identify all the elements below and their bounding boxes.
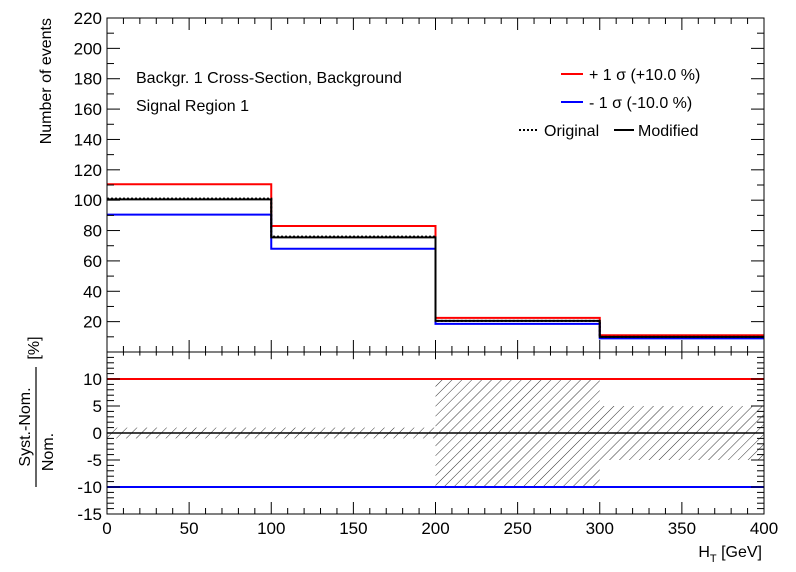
y-tick-label: 220: [74, 9, 102, 28]
y-tick-label: 160: [74, 100, 102, 119]
y-tick-label: 180: [74, 70, 102, 89]
x-tick-label: 400: [750, 519, 778, 538]
legend-down-label: - 1 σ (-10.0 %): [589, 95, 692, 112]
ratio-y-label-denominator: Nom.: [40, 433, 57, 471]
annotation-process: Backgr. 1 Cross-Section, Background: [136, 70, 402, 87]
x-tick-label: 200: [421, 519, 449, 538]
x-tick-label: 100: [257, 519, 285, 538]
y-tick-label: 100: [74, 191, 102, 210]
annotation-region: Signal Region 1: [136, 98, 249, 115]
y-tick-label: 200: [74, 39, 102, 58]
x-axis-label: HT [GeV]: [698, 544, 762, 565]
ratio-frame: [106, 351, 765, 515]
ratio-y-tick-label: -5: [87, 451, 102, 470]
ratio-y-tick-label: 5: [93, 397, 102, 416]
legend-modified-label: Modified: [638, 123, 698, 140]
ratio-y-tick-label: 10: [83, 370, 102, 389]
ratio-y-label-unit: [%]: [26, 336, 43, 359]
y-tick-label: 120: [74, 161, 102, 180]
x-tick-label: 350: [668, 519, 696, 538]
ratio-y-tick-label: 0: [93, 424, 102, 443]
ratio-y-tick-label: -10: [77, 478, 102, 497]
legend-up-label: + 1 σ (+10.0 %): [589, 67, 700, 84]
ratio-y-axis-label: Syst.-Nom. Nom. [%]: [17, 336, 57, 487]
series-line: [107, 198, 764, 338]
legend: + 1 σ (+10.0 %) - 1 σ (-10.0 %) Original…: [519, 67, 700, 140]
ratio-y-label-numerator: Syst.-Nom.: [17, 387, 34, 466]
y-tick-label: 60: [83, 252, 102, 271]
main-y-axis-label: Number of events: [38, 18, 55, 144]
series-modified: [107, 198, 764, 338]
x-tick-label: 50: [180, 519, 199, 538]
x-tick-label: 0: [102, 519, 111, 538]
y-tick-label: 80: [83, 222, 102, 241]
ratio-y-tick-label: -15: [77, 505, 102, 524]
legend-original-label: Original: [544, 123, 599, 140]
y-tick-label: 40: [83, 282, 102, 301]
main-panel: 20 40 60 80 100 120 140 160 180 200 220: [74, 9, 765, 353]
y-tick-label: 140: [74, 130, 102, 149]
x-tick-label: 150: [339, 519, 367, 538]
x-tick-label: 250: [503, 519, 531, 538]
x-tick-label: 300: [586, 519, 614, 538]
y-tick-label: 20: [83, 313, 102, 332]
